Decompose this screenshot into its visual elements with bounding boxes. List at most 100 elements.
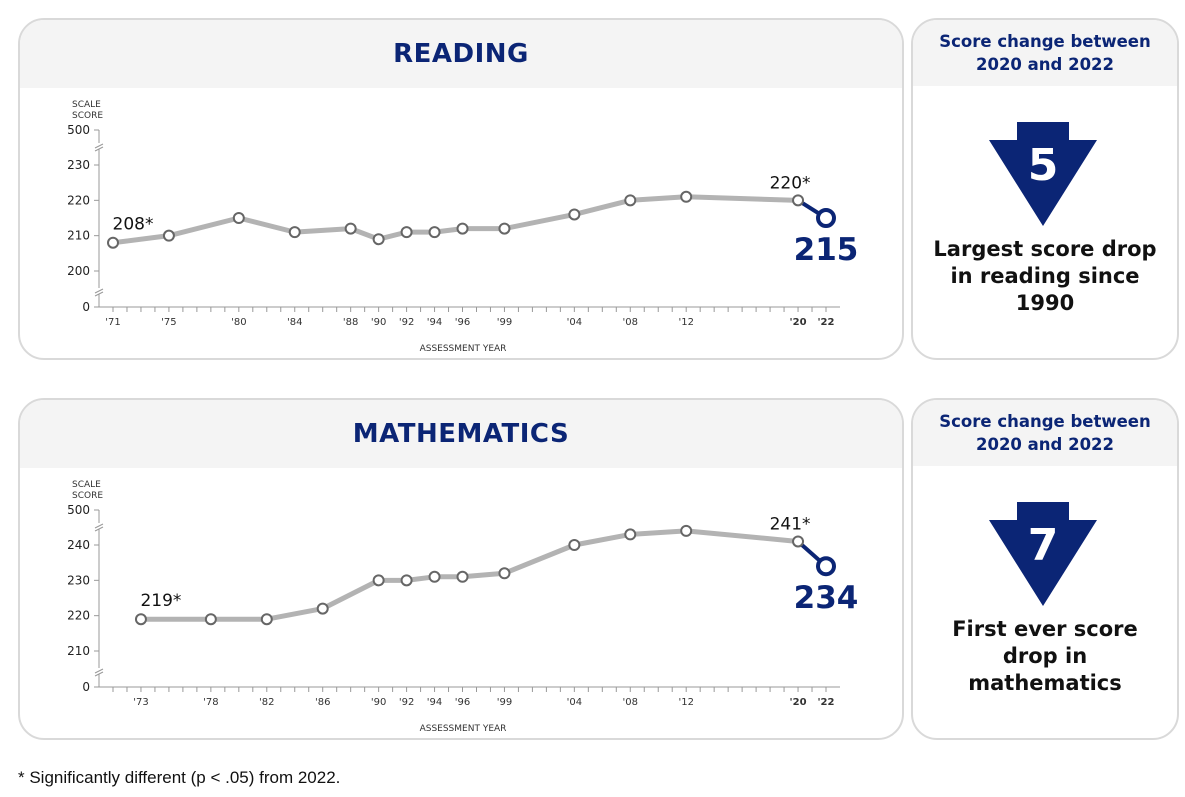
math-y-tick-label-240: 240 [67,538,90,552]
reading-label-2020: 220* [770,173,811,193]
reading-series-line-0 [112,194,799,246]
down-arrow-icon: 7 [989,502,1097,606]
reading-data-point [107,236,119,249]
reading-data-point [792,194,805,207]
math-xlabel: ASSESSMENT YEAR [420,724,507,734]
reading-data-point [400,226,413,239]
math-x-tick-label: '12 [678,697,693,708]
reading-change-value: 5 [1028,140,1059,191]
reading-data-point [372,233,385,246]
reading-x-tick-label: '80 [231,317,246,328]
reading-panel-header: READING [20,20,902,88]
footnote: * Significantly different (p < .05) from… [18,768,341,787]
reading-y-tick-label-200: 200 [67,264,90,278]
reading-x-tick-label: '99 [497,317,512,328]
reading-axis-break-a-0 [94,143,104,149]
reading-data-point [428,226,441,239]
reading-xlabel: ASSESSMENT YEAR [420,344,507,354]
math-x-tick-label: '73 [133,697,148,708]
reading-x-tick-label: '92 [399,317,414,328]
reading-y-tick-label-210: 210 [67,229,90,243]
math-series-line-0 [140,528,799,622]
reading-data-point [498,222,511,235]
reading-y-tick-label-220: 220 [67,193,90,207]
math-data-point [428,570,441,583]
math-title: MATHEMATICS [352,419,570,449]
math-data-point [204,613,217,626]
reading-data-point [680,190,693,203]
math-x-tick-label: '92 [399,697,414,708]
reading-data-point [624,194,637,207]
reading-label-2022: 215 [794,232,859,268]
reading-ylabel-line1: SCALE [72,100,101,110]
reading-x-tick-label: '20 [790,317,807,328]
math-x-tick-label: '04 [567,697,582,708]
math-card-header: Score change between 2020 and 2022 [913,400,1177,466]
reading-data-point [232,212,245,224]
reading-data-point [568,208,581,221]
reading-card-header-text: Score change between 2020 and 2022 [939,32,1151,74]
math-axis-break-b-1 [94,671,104,677]
math-y-tick-label-500: 500 [67,503,90,517]
math-x-tick-label: '78 [203,697,218,708]
math-label-2022: 234 [794,580,859,616]
math-chart-panel: MATHEMATICS SCALE SCORE ASSESSMENT YEAR 0 21… [18,398,904,740]
math-x-tick-label: '96 [455,697,470,708]
reading-axis-break-b-1 [94,291,104,297]
reading-x-tick-label: '94 [427,317,442,328]
reading-data-point-2022 [816,208,836,228]
math-x-tick-label: '99 [497,697,512,708]
math-data-point [680,524,693,537]
reading-axis-break-b-0 [94,146,104,152]
math-ylabel-line2: SCORE [72,491,103,501]
reading-x-tick-label: '88 [343,317,358,328]
math-axis-break-a-0 [94,523,104,529]
math-data-point [400,574,413,587]
math-ylabel-line1: SCALE [72,480,101,490]
math-data-point [260,613,273,626]
math-x-tick-label: '22 [818,697,835,708]
math-data-point [568,539,581,551]
math-data-point [624,528,637,541]
reading-label-first: 208* [113,215,154,235]
math-label-first: 219* [140,591,181,611]
math-x-tick-label: '20 [790,697,807,708]
math-y-tick-label-220: 220 [67,609,90,623]
reading-card-header: Score change between 2020 and 2022 [913,20,1177,86]
math-x-tick-label: '08 [623,697,638,708]
reading-score-change-card: Score change between 2020 and 2022 5 Lar… [911,18,1179,360]
math-data-point [134,613,147,626]
math-x-tick-label: '82 [259,697,274,708]
math-y-tick-label-210: 210 [67,644,90,658]
math-data-point [316,602,329,615]
math-axis-break-b-0 [94,526,104,532]
reading-x-tick-label: '71 [105,317,120,328]
reading-x-tick-label: '08 [623,317,638,328]
math-label-2020: 241* [770,514,811,534]
math-data-point [372,574,385,587]
reading-x-tick-label: '84 [287,317,302,328]
reading-title: READING [393,39,529,69]
math-card-caption: First ever score drop in mathematics [952,617,1138,695]
reading-x-tick-label: '12 [678,317,693,328]
math-data-point [498,567,511,580]
math-y-tick-label-230: 230 [67,573,90,587]
reading-x-tick-label: '75 [161,317,176,328]
reading-axis-break-a-1 [94,288,104,294]
math-y-tick-label-0: 0 [82,680,90,694]
reading-x-tick-label: '04 [567,317,582,328]
math-x-tick-label: '94 [427,697,442,708]
reading-data-point [456,222,469,235]
math-axis-break-a-1 [94,668,104,674]
math-change-value: 7 [1028,520,1059,571]
reading-x-tick-label: '90 [371,317,386,328]
reading-x-tick-label: '96 [455,317,470,328]
math-score-change-card: Score change between 2020 and 2022 7 Fir… [911,398,1179,740]
reading-x-tick-label: '22 [818,317,835,328]
math-data-point-2022 [816,556,836,577]
math-x-tick-label: '90 [371,697,386,708]
reading-data-point [344,222,357,235]
math-panel-header: MATHEMATICS [20,400,902,468]
